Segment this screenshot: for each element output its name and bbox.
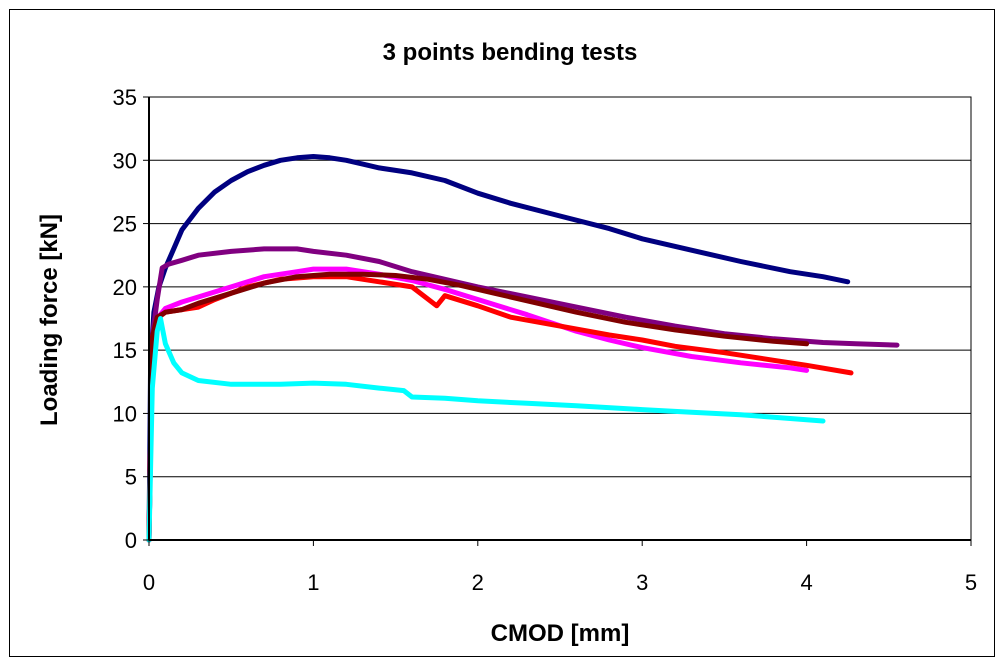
series-line-3 (146, 266, 810, 543)
y-axis-title: Loading force [kN] (36, 214, 63, 426)
x-tick-label: 2 (472, 570, 484, 595)
series-line-4 (146, 274, 854, 543)
y-tick-label: 30 (113, 148, 137, 173)
x-tick-label: 1 (307, 570, 319, 595)
series-line-6 (146, 316, 826, 543)
x-tick-label: 3 (636, 570, 648, 595)
y-tick-label: 0 (125, 528, 137, 553)
x-axis-title: CMOD [mm] (491, 620, 630, 647)
y-tick-label: 15 (113, 338, 137, 363)
axes: 0 5 10 15 20 25 30 35 0 1 2 3 4 5 (113, 85, 978, 595)
y-tick-label: 35 (113, 85, 137, 110)
series-line-2 (146, 246, 900, 543)
series-line-1 (146, 154, 851, 543)
y-tick-label: 25 (113, 212, 137, 237)
series-line-5 (146, 271, 810, 543)
chart-title: 3 points bending tests (383, 39, 638, 66)
x-tick-label: 4 (800, 570, 812, 595)
chart-frame (9, 9, 995, 657)
y-tick-label: 5 (125, 465, 137, 490)
x-tick-label: 5 (965, 570, 977, 595)
y-tick-label: 10 (113, 401, 137, 426)
y-tick-label: 20 (113, 275, 137, 300)
series-group (146, 154, 900, 543)
x-tick-label: 0 (143, 570, 155, 595)
